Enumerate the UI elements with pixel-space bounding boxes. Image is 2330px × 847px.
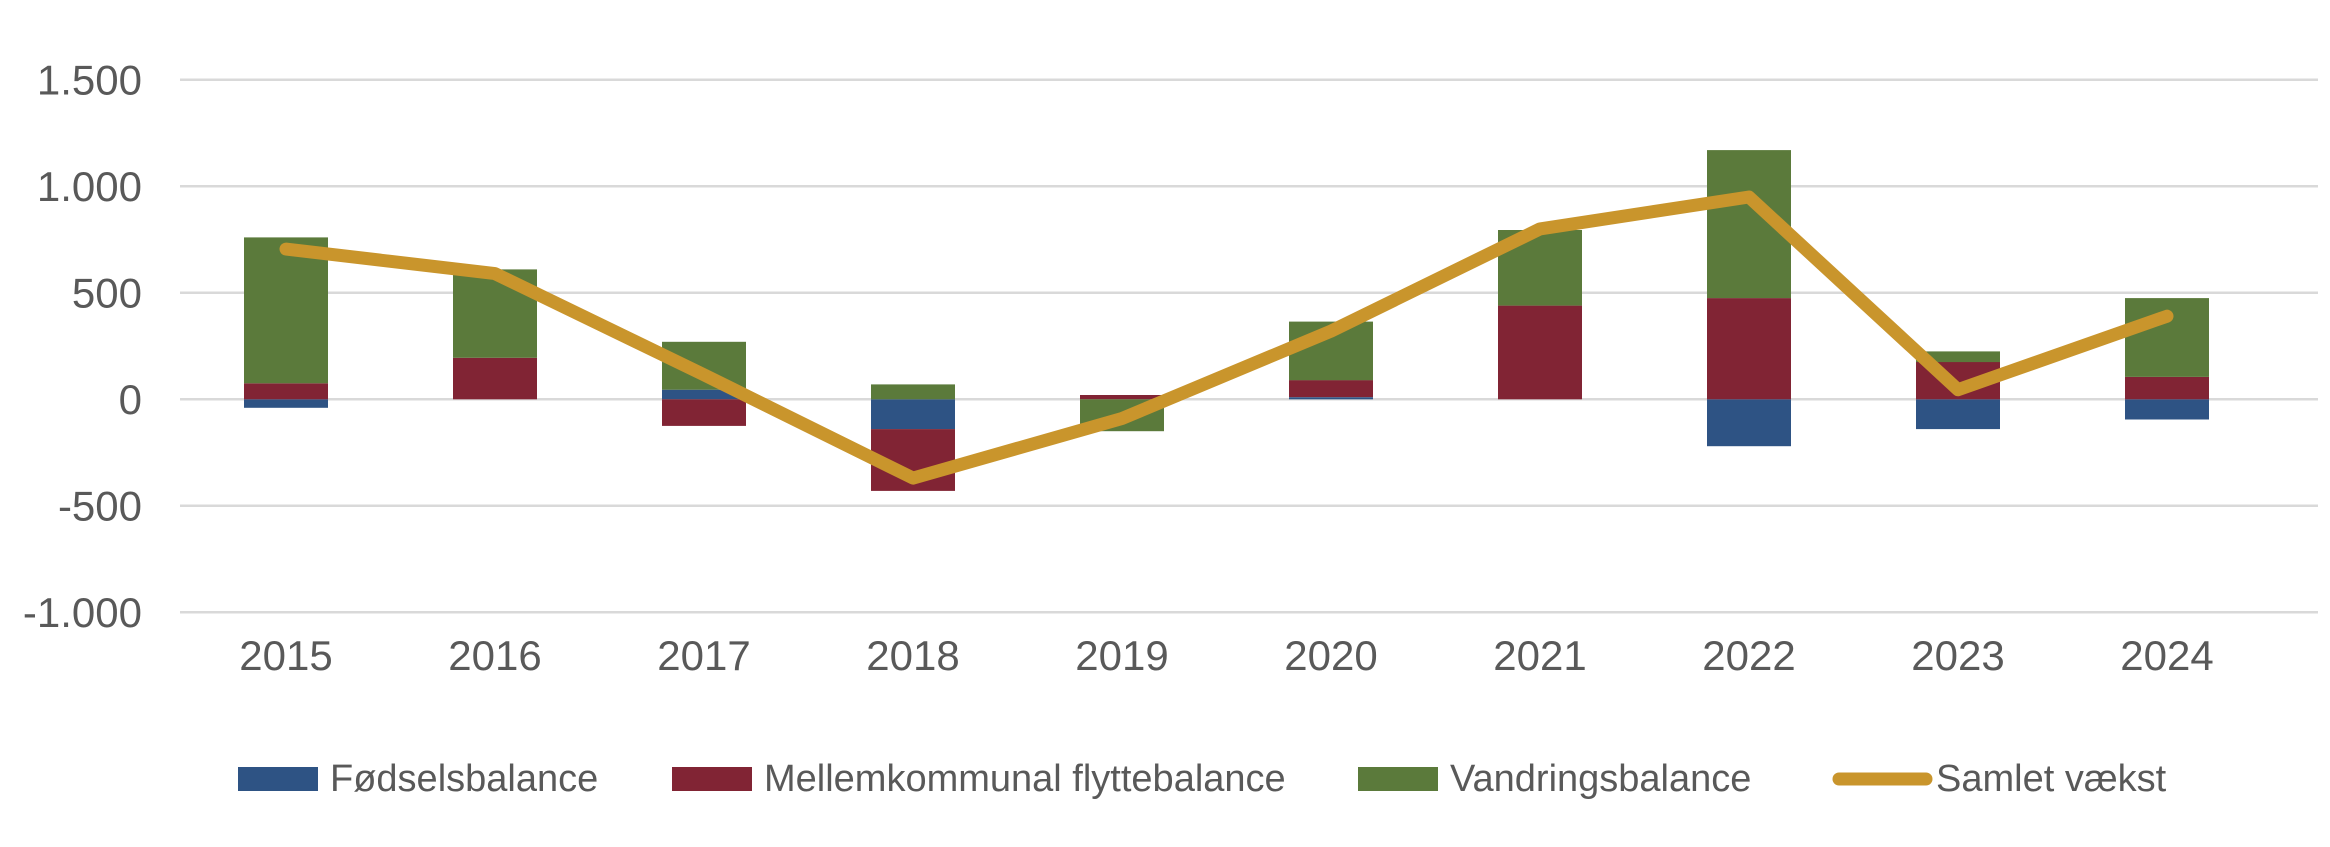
legend-swatch-series1	[672, 767, 752, 791]
y-axis-tick-label: 1.500	[37, 56, 142, 103]
x-axis-labels-group: 2015 2016 2017 2018 2019 2020 2021 2022 2023 2024	[239, 632, 2213, 679]
bar-segment-2016-series1	[453, 357, 537, 400]
x-axis-year-label: 2018	[866, 632, 959, 679]
bar-segment-2022-series0	[1707, 399, 1791, 447]
x-axis-year-label: 2020	[1284, 632, 1377, 679]
legend-item-series1: Mellemkommunal flyttebalance	[672, 758, 1286, 800]
bar-series-group	[244, 150, 2209, 491]
bar-segment-2015-series0	[244, 399, 328, 408]
total-growth-line-group	[279, 190, 2174, 485]
legend-label-series1: Mellemkommunal flyttebalance	[764, 758, 1286, 800]
bar-segment-2018-series0	[871, 399, 955, 430]
bar-segment-2021-series1	[1498, 305, 1582, 400]
samlet-vaekst-line	[279, 190, 2174, 485]
bar-segment-2019-series1	[1080, 395, 1164, 400]
x-axis-year-label: 2019	[1075, 632, 1168, 679]
legend-label-series3: Samlet vækst	[1936, 758, 2167, 800]
x-axis-year-label: 2024	[2120, 632, 2213, 679]
bar-segment-2020-series1	[1289, 380, 1373, 398]
bar-segment-2015-series1	[244, 383, 328, 400]
bar-segment-2017-series1	[662, 399, 746, 426]
legend-label-series0: Fødselsbalance	[330, 758, 598, 800]
legend-item-series0: Fødselsbalance	[238, 758, 598, 800]
y-axis-tick-label: -1.000	[23, 589, 142, 636]
bar-segment-2017-series0	[662, 389, 746, 400]
legend-swatch-series2	[1358, 767, 1438, 791]
y-axis-tick-label: 1.000	[37, 163, 142, 210]
bar-segment-2023-series0	[1916, 399, 2000, 430]
y-axis-labels-group: 1.500 1.000 500 0 -500 -1.000	[23, 56, 142, 636]
bar-segment-2022-series1	[1707, 298, 1791, 400]
x-axis-year-label: 2016	[448, 632, 541, 679]
x-axis-year-label: 2017	[657, 632, 750, 679]
bar-segment-2018-series2	[871, 384, 955, 400]
bar-segment-2024-series1	[2125, 376, 2209, 400]
x-axis-year-label: 2015	[239, 632, 332, 679]
bar-segment-2020-series0	[1289, 397, 1373, 400]
y-axis-tick-label: 500	[72, 269, 142, 316]
legend-swatch-series0	[238, 767, 318, 791]
x-axis-year-label: 2022	[1702, 632, 1795, 679]
bar-segment-2024-series0	[2125, 399, 2209, 420]
bar-segment-2015-series2	[244, 237, 328, 384]
x-axis-year-label: 2021	[1493, 632, 1586, 679]
bar-segment-2023-series2	[1916, 351, 2000, 363]
legend-label-series2: Vandringsbalance	[1450, 758, 1751, 800]
legend-group: Fødselsbalance Mellemkommunal flyttebalan…	[238, 758, 2167, 800]
legend-item-series3: Samlet vækst	[1832, 758, 2167, 800]
y-axis-tick-label: -500	[58, 482, 142, 529]
y-axis-tick-label: 0	[119, 376, 142, 423]
legend-item-series2: Vandringsbalance	[1358, 758, 1751, 800]
x-axis-year-label: 2023	[1911, 632, 2004, 679]
